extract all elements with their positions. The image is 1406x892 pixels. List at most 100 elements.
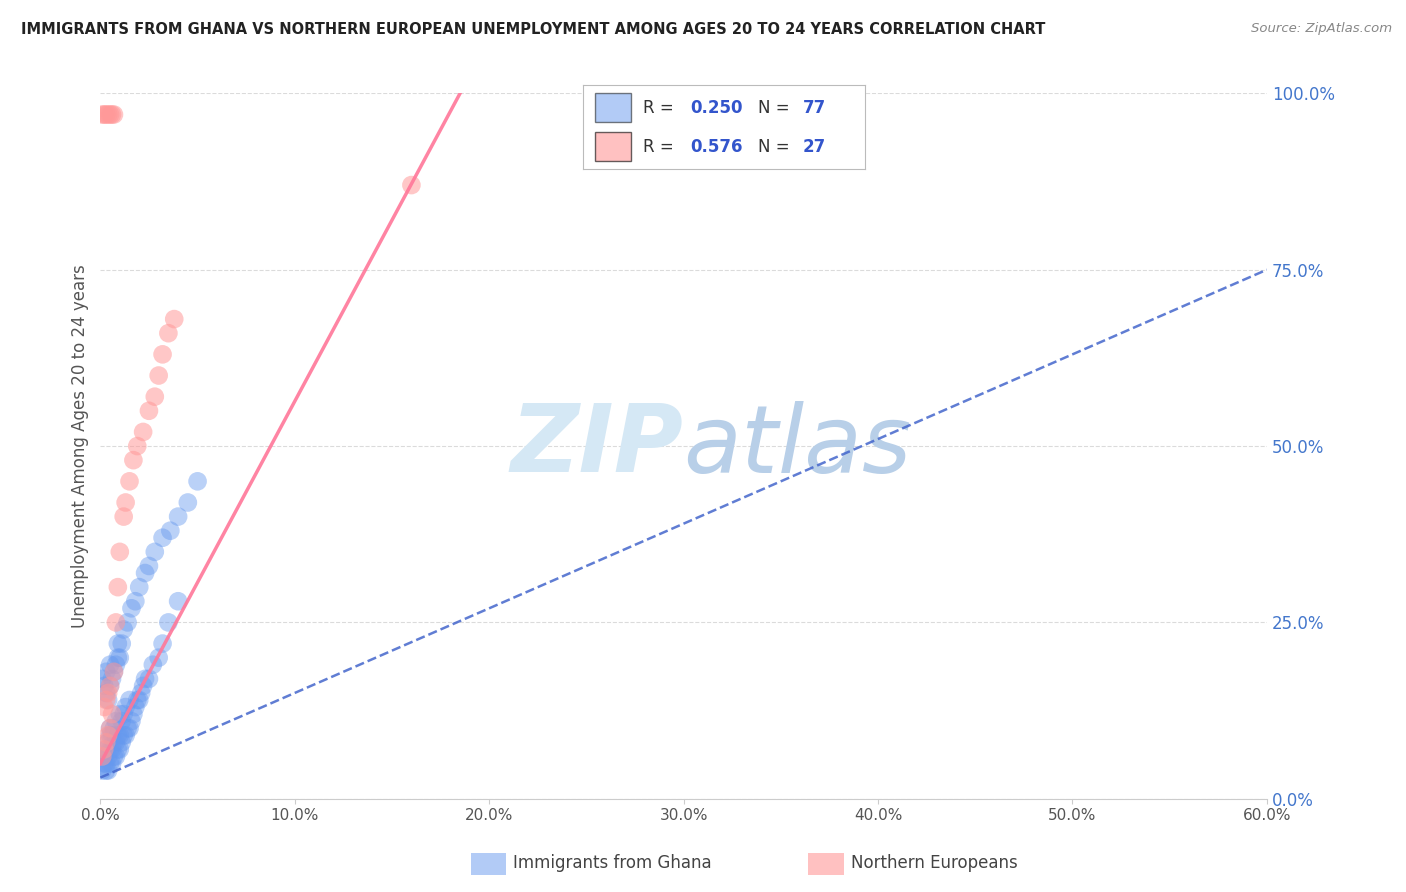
Point <box>91 672 114 686</box>
Point <box>98 657 121 672</box>
Point <box>177 495 200 509</box>
Point <box>101 756 124 771</box>
Point <box>98 679 121 693</box>
Point <box>111 714 134 728</box>
Point <box>97 764 120 778</box>
Point <box>98 756 121 771</box>
Point <box>112 623 135 637</box>
Text: 0.576: 0.576 <box>690 137 742 155</box>
Point <box>103 735 125 749</box>
Point <box>96 107 118 121</box>
Point <box>107 742 129 756</box>
Point <box>104 714 127 728</box>
Text: N =: N = <box>758 99 794 117</box>
Point <box>117 721 139 735</box>
Point <box>107 580 129 594</box>
Point <box>401 178 423 192</box>
Point <box>127 693 149 707</box>
Point <box>93 756 115 771</box>
Point <box>148 368 170 383</box>
Point <box>96 742 118 756</box>
Point <box>112 707 135 722</box>
Point <box>111 735 134 749</box>
Point <box>97 728 120 742</box>
Point <box>104 657 127 672</box>
Point <box>101 707 124 722</box>
Point <box>98 107 121 121</box>
Point <box>112 509 135 524</box>
Point <box>114 495 136 509</box>
Point <box>167 509 190 524</box>
Point <box>107 728 129 742</box>
Point <box>103 107 125 121</box>
Point <box>101 672 124 686</box>
Point <box>134 566 156 580</box>
Point <box>93 749 115 764</box>
Point <box>98 742 121 756</box>
Point <box>104 615 127 630</box>
Text: Northern Europeans: Northern Europeans <box>851 855 1018 872</box>
Text: 0.250: 0.250 <box>690 99 742 117</box>
Point <box>98 679 121 693</box>
Point <box>129 686 152 700</box>
Point <box>157 326 180 341</box>
Point <box>101 728 124 742</box>
Point <box>152 347 174 361</box>
Y-axis label: Unemployment Among Ages 20 to 24 years: Unemployment Among Ages 20 to 24 years <box>72 264 89 628</box>
Text: ZIP: ZIP <box>510 400 683 492</box>
Point <box>108 742 131 756</box>
Point <box>93 679 115 693</box>
Point <box>104 749 127 764</box>
Point <box>128 580 150 594</box>
Point <box>127 439 149 453</box>
Point <box>96 735 118 749</box>
Text: R =: R = <box>643 137 679 155</box>
Text: Immigrants from Ghana: Immigrants from Ghana <box>513 855 711 872</box>
Point <box>96 756 118 771</box>
Point <box>97 107 120 121</box>
Point <box>114 728 136 742</box>
Point <box>117 615 139 630</box>
Point <box>167 594 190 608</box>
Point <box>93 700 115 714</box>
Point <box>104 735 127 749</box>
Text: N =: N = <box>758 137 794 155</box>
Point <box>101 742 124 756</box>
Point <box>107 650 129 665</box>
Point <box>103 721 125 735</box>
Point <box>97 686 120 700</box>
Point <box>98 721 121 735</box>
Point <box>132 679 155 693</box>
Point <box>134 672 156 686</box>
Point <box>143 390 166 404</box>
Point <box>152 636 174 650</box>
Point <box>120 601 142 615</box>
Point <box>112 728 135 742</box>
Point <box>96 693 118 707</box>
Text: IMMIGRANTS FROM GHANA VS NORTHERN EUROPEAN UNEMPLOYMENT AMONG AGES 20 TO 24 YEAR: IMMIGRANTS FROM GHANA VS NORTHERN EUROPE… <box>21 22 1046 37</box>
Point <box>93 742 115 756</box>
Point <box>111 636 134 650</box>
Text: Source: ZipAtlas.com: Source: ZipAtlas.com <box>1251 22 1392 36</box>
Point <box>152 531 174 545</box>
Point <box>163 312 186 326</box>
Point <box>96 686 118 700</box>
Point <box>97 735 120 749</box>
Text: 77: 77 <box>803 99 827 117</box>
Point <box>128 693 150 707</box>
Point <box>124 700 146 714</box>
Point <box>187 475 209 489</box>
Point <box>148 650 170 665</box>
Point <box>142 657 165 672</box>
Point <box>118 721 141 735</box>
Point <box>98 728 121 742</box>
Point <box>96 764 118 778</box>
Point <box>96 665 118 679</box>
Point <box>98 721 121 735</box>
Point <box>97 693 120 707</box>
Text: 27: 27 <box>803 137 827 155</box>
Point <box>143 545 166 559</box>
Point <box>93 107 115 121</box>
Point <box>103 665 125 679</box>
Point <box>107 636 129 650</box>
